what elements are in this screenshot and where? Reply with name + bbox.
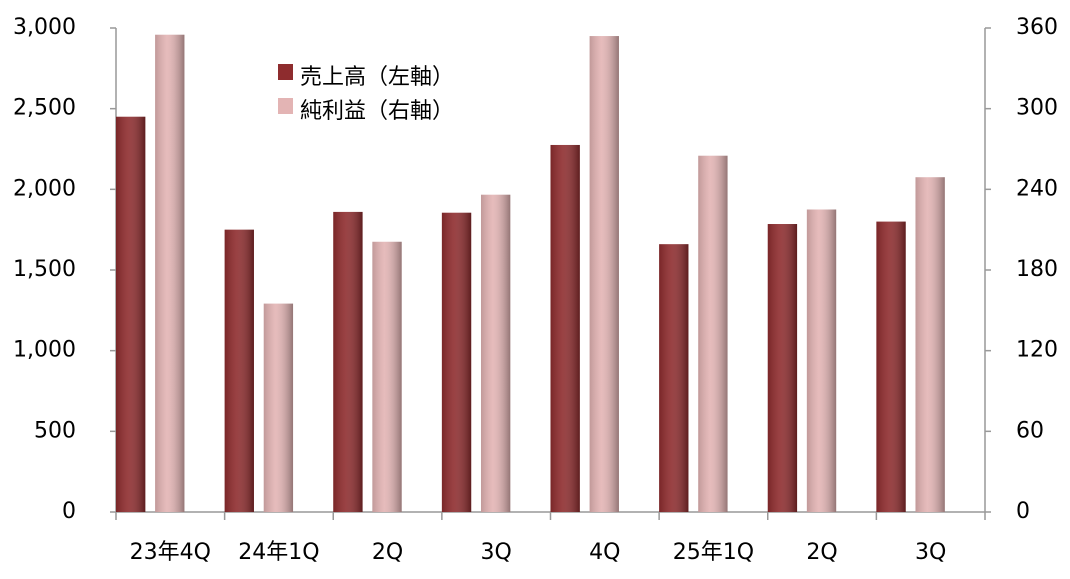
y2-tick-label: 240 [1016,176,1058,201]
legend-swatch [278,98,293,114]
x-tick-label: 2Q [372,540,403,565]
y-tick-label: 1,500 [13,257,76,282]
x-tick-label: 23年4Q [130,540,211,565]
bar-shade [441,212,472,512]
bar-shade [767,224,798,512]
y2-tick-label: 300 [1016,96,1058,121]
x-tick-label: 3Q [915,540,946,565]
x-tick-label: 4Q [589,540,620,565]
bar-shade [155,34,185,512]
bar-shade [806,209,837,512]
y-tick-label: 0 [62,499,76,524]
bar-shade [876,221,906,512]
bar-shade [333,211,363,513]
y2-tick-label: 360 [1016,15,1058,40]
y2-tick-label: 120 [1016,338,1058,363]
x-tick-label: 25年1Q [673,540,754,565]
x-tick-label: 3Q [481,540,512,565]
bar-shade [915,177,945,512]
y-tick-label: 500 [34,418,76,443]
bar-shade [480,194,511,512]
y-tick-label: 3,000 [13,15,76,40]
y-tick-label: 2,500 [13,96,76,121]
x-tick-label: 24年1Q [238,540,319,565]
bar-shade [263,303,294,512]
bar-shade [116,116,146,512]
y-tick-label: 1,000 [13,338,76,363]
y2-tick-label: 180 [1016,257,1058,282]
bar-shade [589,36,619,513]
x-tick-label: 2Q [806,540,837,565]
bar-shade [659,244,689,513]
bar-shade [372,241,402,512]
y2-tick-label: 0 [1016,499,1030,524]
bar-shade [550,144,580,512]
bar-shade [224,229,254,512]
y2-tick-label: 60 [1016,418,1044,443]
legend-swatch [278,64,293,80]
legend-label: 純利益（右軸） [300,99,454,124]
bar-shade [698,155,728,512]
legend-label: 売上高（左軸） [300,65,454,90]
y-tick-label: 2,000 [13,176,76,201]
